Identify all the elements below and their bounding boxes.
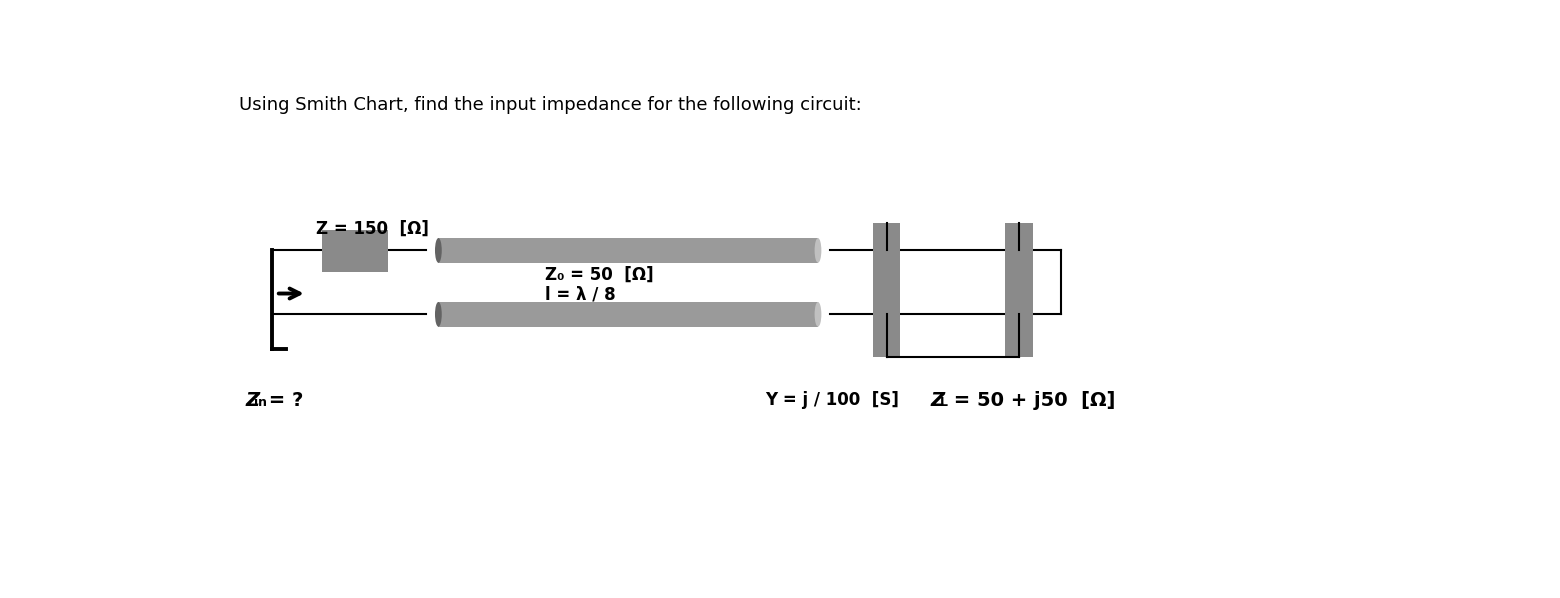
Ellipse shape bbox=[814, 302, 822, 327]
Bar bbox=[872, 224, 900, 356]
Text: in: in bbox=[254, 396, 267, 409]
Bar bbox=[438, 302, 817, 327]
Ellipse shape bbox=[435, 238, 441, 263]
Text: Z: Z bbox=[245, 391, 259, 410]
Text: = ?: = ? bbox=[262, 391, 303, 410]
Text: Y = j / 100  [S]: Y = j / 100 [S] bbox=[764, 391, 899, 409]
Text: = 50 + j50  [Ω]: = 50 + j50 [Ω] bbox=[947, 391, 1115, 410]
Bar bbox=[321, 230, 387, 272]
Text: l = λ / 8: l = λ / 8 bbox=[546, 286, 616, 304]
Bar bbox=[438, 238, 817, 263]
Ellipse shape bbox=[435, 302, 441, 327]
Bar bbox=[1005, 224, 1033, 356]
Text: L: L bbox=[939, 396, 947, 409]
Ellipse shape bbox=[814, 238, 822, 263]
Text: Z₀ = 50  [Ω]: Z₀ = 50 [Ω] bbox=[546, 266, 654, 284]
Text: Z = 150  [Ω]: Z = 150 [Ω] bbox=[317, 219, 429, 237]
Text: Using Smith Chart, find the input impedance for the following circuit:: Using Smith Chart, find the input impeda… bbox=[239, 96, 861, 114]
Text: Z: Z bbox=[930, 391, 944, 410]
